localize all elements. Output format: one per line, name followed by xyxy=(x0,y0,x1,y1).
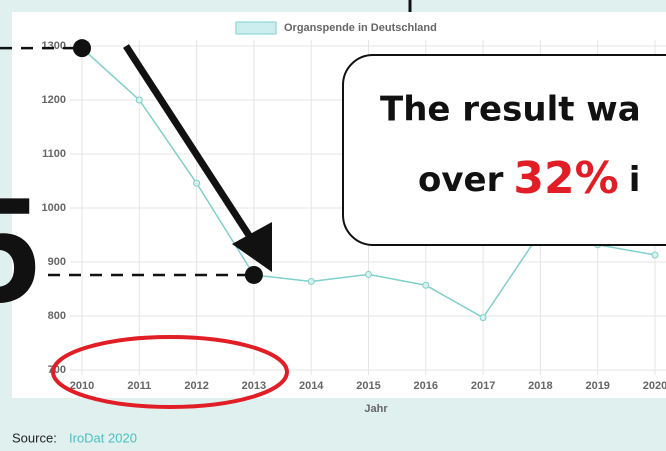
big-digit: 5 xyxy=(0,166,39,334)
y-tick-label: 1100 xyxy=(42,148,66,160)
source: IroDat 2020 xyxy=(69,430,137,445)
x-tick-label: 2020 xyxy=(643,380,666,392)
y-tick-label: 1000 xyxy=(42,202,66,214)
x-tick-label: 2010 xyxy=(70,380,94,392)
arrow-head xyxy=(232,222,272,272)
callout-span: over xyxy=(418,160,504,200)
x-tick-label: 2016 xyxy=(414,380,438,392)
point xyxy=(479,314,487,322)
highlight-dot xyxy=(244,265,263,284)
callout-box xyxy=(342,54,666,246)
x-tick-label: 2011 xyxy=(127,380,151,392)
highlight-dot xyxy=(73,39,91,58)
arrow-shaft xyxy=(123,44,255,242)
x-tick-label: 2015 xyxy=(356,380,380,392)
legend-label: Organspende in Deutschland xyxy=(284,22,437,34)
point xyxy=(365,270,372,278)
callout-span: i xyxy=(629,160,641,200)
y-tick-label: 1300 xyxy=(42,40,66,52)
x-tick-label: 2013 xyxy=(242,380,266,392)
x-tick-label: 2012 xyxy=(184,380,208,392)
red-ellipse xyxy=(51,335,289,409)
x-tick-label: 2019 xyxy=(585,380,609,392)
callout-span: 32% xyxy=(513,153,618,204)
point xyxy=(135,96,143,104)
x-axis-label: Jahr xyxy=(364,403,388,415)
callout-text: The result wa xyxy=(380,90,641,130)
point xyxy=(651,251,659,259)
point xyxy=(307,277,315,285)
x-tick-label: 2017 xyxy=(471,380,495,392)
x-tick-label: 2018 xyxy=(528,380,552,392)
x-tick-label: 2014 xyxy=(299,380,324,392)
y-tick-label: 800 xyxy=(48,310,66,322)
callout-text: over 32% i xyxy=(418,153,640,204)
point xyxy=(422,281,430,289)
legend-swatch xyxy=(235,21,277,35)
source-label: Source: xyxy=(12,430,57,445)
y-tick-label: 900 xyxy=(48,256,66,268)
y-tick-label: 1200 xyxy=(42,94,66,106)
point xyxy=(193,179,201,187)
